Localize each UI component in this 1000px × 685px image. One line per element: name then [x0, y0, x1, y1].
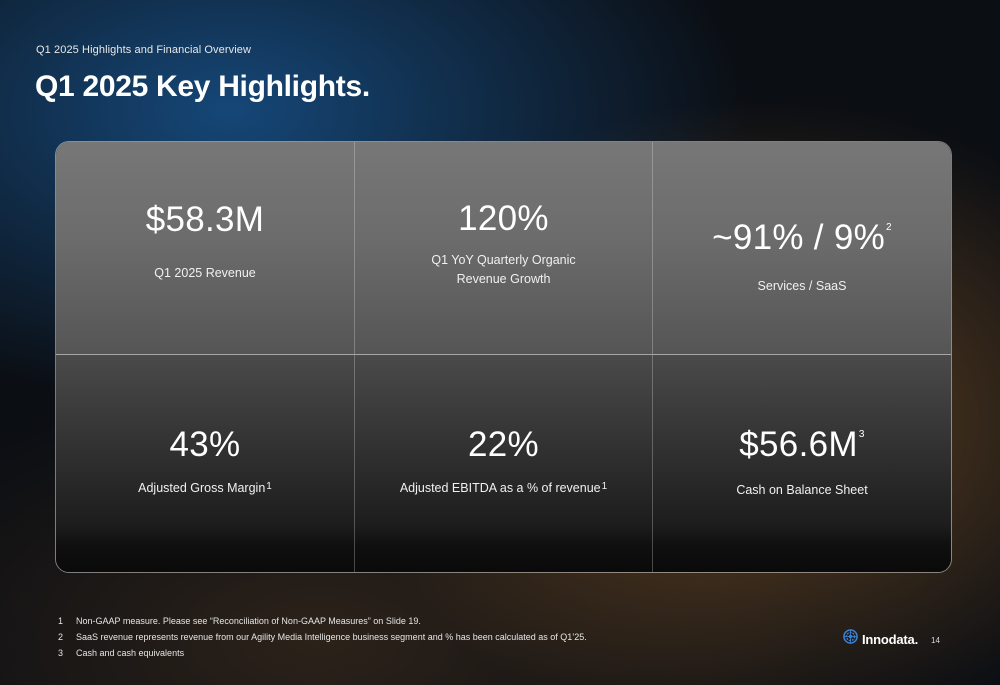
footnote-number: 2	[58, 632, 64, 642]
subtitle: Q1 2025 Highlights and Financial Overvie…	[36, 44, 252, 56]
highlight-card-gross-margin: 43% Adjusted Gross Margin1	[56, 355, 355, 572]
metric-label: Adjusted Gross Margin1	[138, 481, 272, 495]
footnote-item: 3 Cash and cash equivalents	[58, 645, 587, 661]
footnote-text: SaaS revenue represents revenue from our…	[76, 632, 587, 642]
metric-value: 43%	[169, 425, 241, 464]
metric-value: $56.6M3	[739, 425, 865, 464]
footnote-number: 1	[58, 616, 64, 626]
highlight-card-services-saas: ~91% / 9%2 Services / SaaS	[653, 142, 951, 355]
page-number: 14	[931, 636, 940, 645]
page-title: Q1 2025 Key Highlights.	[35, 70, 370, 103]
metric-label: Cash on Balance Sheet	[736, 483, 868, 497]
metric-label: Services / SaaS	[757, 279, 847, 293]
metric-value: 120%	[458, 199, 549, 238]
footnotes: 1 Non-GAAP measure. Please see “Reconcil…	[58, 613, 587, 661]
innodata-logo: Innodata.	[843, 629, 918, 649]
footnote-marker: 3	[858, 429, 865, 440]
footnote-marker: 1	[266, 481, 272, 492]
footnote-item: 2 SaaS revenue represents revenue from o…	[58, 629, 587, 645]
metric-label: Adjusted EBITDA as a % of revenue1	[399, 481, 608, 495]
highlight-card-growth: 120% Q1 YoY Quarterly Organic Revenue Gr…	[355, 142, 653, 355]
metric-value: $58.3M	[145, 200, 265, 239]
footnote-number: 3	[58, 648, 64, 658]
footnote-item: 1 Non-GAAP measure. Please see “Reconcil…	[58, 613, 587, 629]
highlight-card-revenue: $58.3M Q1 2025 Revenue	[56, 142, 355, 355]
metric-label: Q1 2025 Revenue	[154, 266, 256, 280]
metric-label: Q1 YoY Quarterly Organic Revenue Growth	[431, 253, 576, 286]
footnote-text: Non-GAAP measure. Please see “Reconcilia…	[76, 616, 421, 626]
innodata-globe-icon	[843, 629, 858, 649]
footnote-marker: 1	[601, 481, 608, 492]
metric-value: 22%	[468, 425, 539, 464]
highlight-card-cash: $56.6M3 Cash on Balance Sheet	[653, 355, 951, 572]
footnote-text: Cash and cash equivalents	[76, 648, 185, 658]
highlights-panel: $58.3M Q1 2025 Revenue 120% Q1 YoY Quart…	[55, 141, 952, 573]
highlight-card-ebitda: 22% Adjusted EBITDA as a % of revenue1	[355, 355, 653, 572]
logo-text: Innodata.	[862, 631, 918, 647]
metric-value: ~91% / 9%2	[712, 218, 892, 257]
footnote-marker: 2	[886, 222, 892, 233]
